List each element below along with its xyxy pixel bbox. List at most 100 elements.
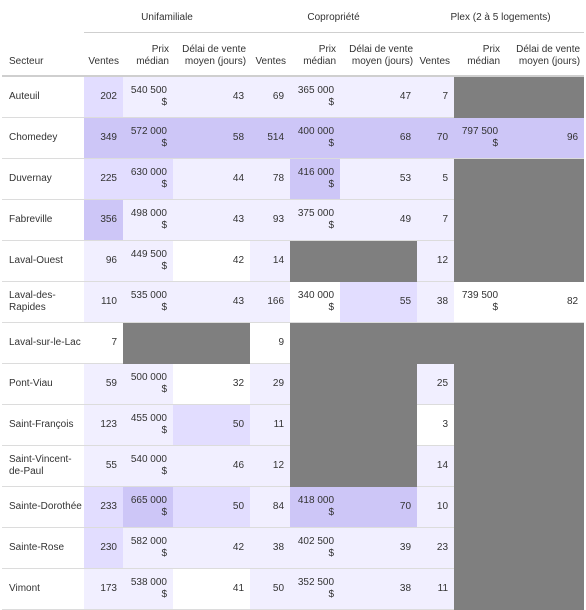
copropriete-no-data-cell — [340, 405, 417, 446]
secteur-cell: Saint-François — [2, 405, 84, 446]
plex-ventes-cell: 14 — [417, 446, 454, 487]
column-header-prix: Prix médian — [454, 33, 504, 77]
plex-no-data-cell — [417, 323, 454, 364]
plex-no-data-cell — [454, 323, 504, 364]
copropriete-delai-cell: 49 — [340, 200, 417, 241]
unifamiliale-prix-median-cell: 500 000 $ — [123, 364, 173, 405]
plex-no-data-cell — [504, 200, 584, 241]
copropriete-prix-median-cell: 400 000 $ — [290, 118, 340, 159]
unifamiliale-ventes-cell: 349 — [84, 118, 123, 159]
unifamiliale-prix-median-cell: 540 500 $ — [123, 76, 173, 118]
plex-no-data-cell — [504, 405, 584, 446]
unifamiliale-no-data-cell — [123, 323, 173, 364]
plex-no-data-cell — [504, 159, 584, 200]
unifamiliale-ventes-cell: 230 — [84, 528, 123, 569]
unifamiliale-ventes-cell: 96 — [84, 241, 123, 282]
unifamiliale-delai-cell: 32 — [173, 364, 250, 405]
copropriete-no-data-cell — [290, 446, 340, 487]
copropriete-delai-cell: 68 — [340, 118, 417, 159]
secteur-cell: Saint-Vincent-de-Paul — [2, 446, 84, 487]
copropriete-delai-cell: 55 — [340, 282, 417, 323]
column-header-delai: Délai de vente moyen (jours) — [340, 33, 417, 77]
plex-no-data-cell — [454, 446, 504, 487]
copropriete-ventes-cell: 84 — [250, 487, 290, 528]
plex-delai-cell: 82 — [504, 282, 584, 323]
copropriete-no-data-cell — [340, 446, 417, 487]
copropriete-ventes-cell: 93 — [250, 200, 290, 241]
plex-ventes-cell: 10 — [417, 487, 454, 528]
table-row: Duvernay 225 630 000 $44 78 416 000 $53 5 — [2, 159, 584, 200]
unifamiliale-delai-cell: 43 — [173, 282, 250, 323]
unifamiliale-delai-cell: 42 — [173, 241, 250, 282]
plex-ventes-cell: 3 — [417, 405, 454, 446]
unifamiliale-ventes-cell: 59 — [84, 364, 123, 405]
column-header-prix: Prix médian — [123, 33, 173, 77]
group-header-plex: Plex (2 à 5 logements) — [417, 4, 584, 33]
copropriete-ventes-cell: 29 — [250, 364, 290, 405]
table-row: Chomedey 349 572 000 $58 514 400 000 $68 70 79… — [2, 118, 584, 159]
copropriete-no-data-cell — [290, 405, 340, 446]
column-header-ventes: Ventes — [250, 33, 290, 77]
secteur-cell: Laval-Ouest — [2, 241, 84, 282]
group-header-copropriete: Copropriété — [250, 4, 417, 33]
plex-prix-median-cell: 739 500 $ — [454, 282, 504, 323]
plex-ventes-cell: 70 — [417, 118, 454, 159]
copropriete-prix-median-cell: 365 000 $ — [290, 76, 340, 118]
unifamiliale-delai-cell: 46 — [173, 446, 250, 487]
copropriete-ventes-cell: 14 — [250, 241, 290, 282]
unifamiliale-prix-median-cell: 582 000 $ — [123, 528, 173, 569]
unifamiliale-ventes-cell: 225 — [84, 159, 123, 200]
plex-no-data-cell — [454, 76, 504, 118]
secteur-cell: Sainte-Dorothée — [2, 487, 84, 528]
unifamiliale-prix-median-cell: 449 500 $ — [123, 241, 173, 282]
column-header-delai: Délai de vente moyen (jours) — [504, 33, 584, 77]
secteur-cell: Pont-Viau — [2, 364, 84, 405]
plex-no-data-cell — [454, 200, 504, 241]
table-row: Sainte-Rose 230 582 000 $42 38 402 500 $39 23 — [2, 528, 584, 569]
secteur-cell: Fabreville — [2, 200, 84, 241]
plex-prix-median-cell: 797 500 $ — [454, 118, 504, 159]
table-row: Sainte-Dorothée 233 665 000 $50 84 418 000 $… — [2, 487, 584, 528]
plex-no-data-cell — [454, 241, 504, 282]
plex-no-data-cell — [504, 323, 584, 364]
copropriete-no-data-cell — [340, 364, 417, 405]
plex-ventes-cell: 7 — [417, 200, 454, 241]
copropriete-ventes-cell: 12 — [250, 446, 290, 487]
table-row: Saint-Vincent-de-Paul 55 540 000 $46 12 14 — [2, 446, 584, 487]
table-row: Fabreville 356 498 000 $43 93 375 000 $49 7 — [2, 200, 584, 241]
secteur-cell: Vimont — [2, 569, 84, 610]
secteur-cell: Laval-sur-le-Lac — [2, 323, 84, 364]
column-header-delai: Délai de vente moyen (jours) — [173, 33, 250, 77]
copropriete-ventes-cell: 9 — [250, 323, 290, 364]
copropriete-ventes-cell: 514 — [250, 118, 290, 159]
copropriete-ventes-cell: 69 — [250, 76, 290, 118]
plex-no-data-cell — [454, 569, 504, 610]
plex-ventes-cell: 12 — [417, 241, 454, 282]
market-statistics-table: Unifamiliale Copropriété Plex (2 à 5 log… — [2, 4, 584, 610]
copropriete-no-data-cell — [290, 364, 340, 405]
plex-ventes-cell: 23 — [417, 528, 454, 569]
column-header-secteur: Secteur — [2, 33, 84, 77]
plex-no-data-cell — [504, 364, 584, 405]
unifamiliale-no-data-cell — [173, 323, 250, 364]
unifamiliale-delai-cell: 43 — [173, 200, 250, 241]
table-row: Laval-Ouest 96 449 500 $42 14 12 — [2, 241, 584, 282]
table-row: Laval-des-Rapides 110 535 000 $43 166 340 00… — [2, 282, 584, 323]
copropriete-no-data-cell — [340, 323, 417, 364]
unifamiliale-ventes-cell: 55 — [84, 446, 123, 487]
unifamiliale-delai-cell: 42 — [173, 528, 250, 569]
unifamiliale-delai-cell: 43 — [173, 76, 250, 118]
copropriete-prix-median-cell: 418 000 $ — [290, 487, 340, 528]
copropriete-delai-cell: 38 — [340, 569, 417, 610]
secteur-cell: Auteuil — [2, 76, 84, 118]
copropriete-ventes-cell: 78 — [250, 159, 290, 200]
copropriete-ventes-cell: 38 — [250, 528, 290, 569]
plex-ventes-cell: 7 — [417, 76, 454, 118]
unifamiliale-prix-median-cell: 538 000 $ — [123, 569, 173, 610]
table-body: Auteuil 202 540 500 $43 69 365 000 $47 7 Chome… — [2, 76, 584, 610]
secteur-cell: Duvernay — [2, 159, 84, 200]
unifamiliale-ventes-cell: 110 — [84, 282, 123, 323]
table-row: Saint-François 123 455 000 $50 11 3 — [2, 405, 584, 446]
unifamiliale-delai-cell: 44 — [173, 159, 250, 200]
unifamiliale-prix-median-cell: 498 000 $ — [123, 200, 173, 241]
